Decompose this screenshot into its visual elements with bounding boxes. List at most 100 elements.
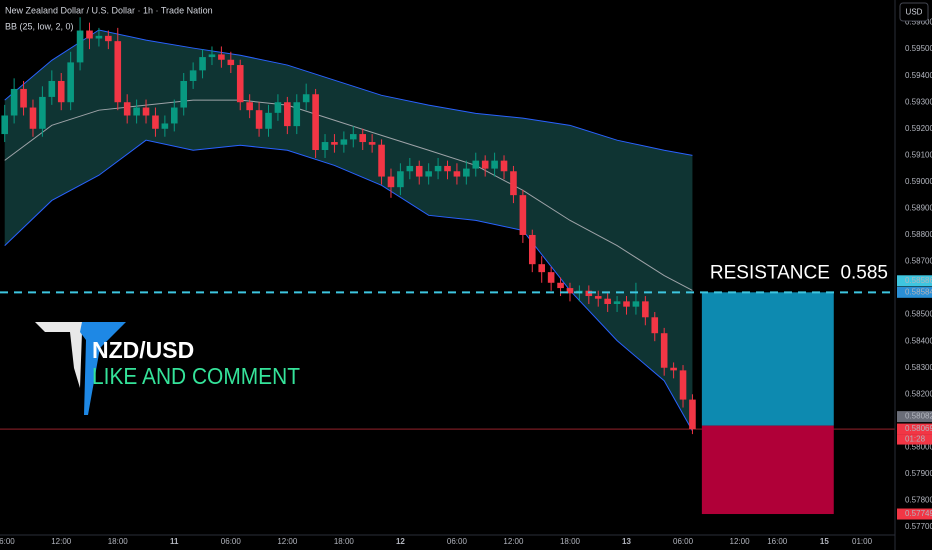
candle-body [585,290,593,297]
candle-body [302,94,310,103]
x-tick-label: 12:00 [730,537,751,546]
y-tick-label: 0.59500 [905,44,932,53]
candle-body [679,370,687,400]
price-label-bg [897,286,932,298]
price-label: 0.58586 [905,276,932,285]
x-tick-label: 18:00 [560,537,581,546]
symbol-title: New Zealand Dollar / U.S. Dollar · 1h · … [5,5,213,15]
mark-layer: RESISTANCE 0.585 [0,17,895,515]
candle-body [472,160,480,169]
candle-body [255,110,263,129]
price-label: 0.57749 [905,509,932,518]
y-tick-label: 0.58500 [905,310,932,319]
candle-body [331,142,338,145]
candle-body [170,107,178,124]
indicator-label: BB (25, low, 2, 0) [5,21,74,31]
x-tick-label: 06:00 [0,537,15,546]
candle-body [246,102,253,111]
countdown-bg [897,434,932,445]
y-tick-label: 0.59000 [905,177,932,186]
candle-body [434,165,442,172]
x-tick-label: 06:00 [673,537,694,546]
candle-body [368,142,376,145]
candle-body [67,62,74,103]
candle-body [29,107,37,129]
y-tick-label: 0.58700 [905,257,932,266]
x-tick-label: 12 [396,537,405,546]
candle-body [123,102,131,116]
x-tick-label: 06:00 [447,537,468,546]
candle-body [632,301,640,307]
candle-body [387,176,395,188]
x-tick-label: 12:00 [277,537,298,546]
price-axis-bg [895,0,932,550]
candle-body [20,88,27,108]
candle-body [538,264,546,273]
band-upper [4,29,693,156]
price-label: 0.58069 [905,424,932,433]
candle-body [594,296,602,299]
candle-body [463,168,470,177]
candle-body [528,234,536,265]
candle-body [613,301,621,305]
price-label: 0.58584 [905,287,932,296]
resistance-label: RESISTANCE 0.585 [710,262,888,283]
band-fill [4,30,693,431]
currency-button-label[interactable]: USD [906,8,923,17]
x-tick-label: 18:00 [108,537,129,546]
band-layer [4,29,693,432]
candle-body [105,35,112,42]
candle-body [1,115,9,135]
candle-body [10,88,18,116]
countdown: 01:28 [905,435,926,444]
candle-body [189,70,197,81]
candle-body [349,134,357,140]
price-label: 0.58082 [905,412,932,421]
y-tick-label: 0.59100 [905,150,932,159]
candle-body [500,160,508,172]
candle-body [547,272,555,283]
candle-body [660,333,668,368]
y-tick-label: 0.58900 [905,204,932,213]
candle-body [86,30,93,39]
y-tick-label: 0.57700 [905,522,932,531]
cta-label: LIKE AND COMMENT [92,363,300,389]
candle-body [491,160,498,169]
candle-body [425,171,432,177]
candle-body [444,165,451,172]
candle-body [161,123,169,129]
x-tick-label: 16:00 [767,537,788,546]
y-tick-label: 0.57900 [905,469,932,478]
candle-body [415,165,423,177]
y-tick-label: 0.59300 [905,97,932,106]
y-tick-label: 0.59400 [905,71,932,80]
candle-body [604,298,611,305]
y-tick-label: 0.58200 [905,389,932,398]
candle-body [199,57,206,71]
candle-body [142,107,150,116]
y-tick-label: 0.59200 [905,124,932,133]
x-tick-label: 18:00 [334,537,355,546]
candle-body [114,41,122,103]
candle-body [340,139,348,145]
y-tick-label: 0.58400 [905,336,932,345]
candle-body [481,160,489,169]
candle-body [48,80,56,97]
y-tick-label: 0.58000 [905,442,932,451]
currency-button[interactable] [899,2,929,22]
y-tick-label: 0.59600 [905,18,932,27]
x-tick-label: 06:00 [221,537,242,546]
candle-body [651,317,659,334]
axis-layer: 0.59600 0.59500 0.59400 0.59300 0.59200 0.591… [0,18,932,546]
x-tick-label: 12:00 [503,537,524,546]
candle-body [321,142,329,151]
x-tick-label: 15 [820,537,829,546]
y-tick-label: 0.58800 [905,230,932,239]
x-tick-label: 12:00 [51,537,72,546]
candle-body [76,30,84,63]
candle-body [623,301,630,307]
candle-body [689,399,696,430]
candle-body [57,80,65,103]
band-lower [4,139,693,432]
